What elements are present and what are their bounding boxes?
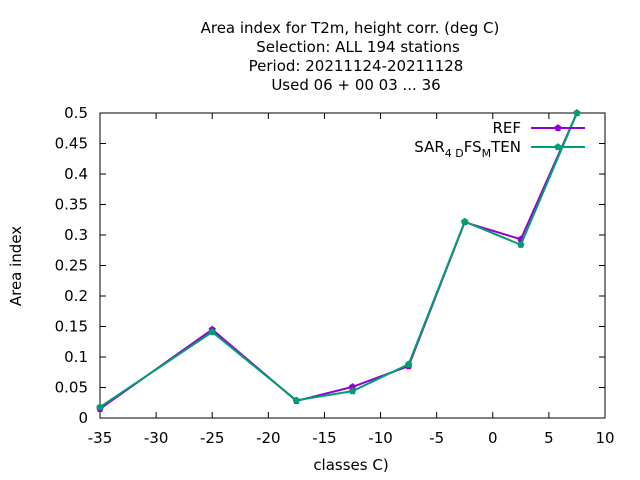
y-tick-label: 0.15 <box>55 318 88 336</box>
data-point <box>292 396 301 404</box>
x-axis-label: classes C) <box>313 456 388 474</box>
legend-marker-point <box>554 143 562 151</box>
legend-marker-sar <box>554 143 562 151</box>
x-tick-label: 5 <box>544 429 554 447</box>
data-point <box>404 360 413 368</box>
y-tick-label: 0.2 <box>64 287 88 305</box>
x-tick-label: -5 <box>429 429 444 447</box>
y-axis: 0 0.05 0.1 0.15 0.2 0.25 0.3 0.35 0.4 0.45 0.5 <box>55 104 605 427</box>
legend-label-sar: SAR4 DFSMTEN <box>414 138 521 160</box>
x-tick-label: 10 <box>595 429 614 447</box>
legend-label-ref: REF <box>492 119 521 137</box>
x-tick-label: -15 <box>312 429 337 447</box>
y-tick-label: 0.1 <box>64 348 88 366</box>
chart-title: Area index for T2m, height corr. (deg C)… <box>201 19 500 94</box>
legend-sar-part-2: FS <box>464 138 482 156</box>
x-tick-label: -35 <box>88 429 113 447</box>
legend-marker-ref <box>554 124 562 132</box>
data-point <box>517 240 525 248</box>
data-point <box>208 328 216 336</box>
x-tick-label: -20 <box>256 429 281 447</box>
y-axis-label: Area index <box>7 226 25 306</box>
series-1 <box>96 109 581 411</box>
x-tick-label: -10 <box>368 429 393 447</box>
title-line-3: Period: 20211124-20211128 <box>249 57 464 75</box>
series-line-0 <box>99 112 578 410</box>
y-tick-label: 0.5 <box>64 104 88 122</box>
series-line-1 <box>99 112 578 408</box>
y-tick-label: 0.25 <box>55 257 88 275</box>
legend-sar-part-1: SAR <box>414 138 444 156</box>
y-tick-label: 0.45 <box>55 135 88 153</box>
data-point <box>96 403 104 411</box>
legend-sar-part-3: TEN <box>490 138 521 156</box>
legend-sar-sub-1: 4 D <box>445 147 464 160</box>
y-tick-label: 0.35 <box>55 196 88 214</box>
title-line-4: Used 06 + 00 03 ... 36 <box>271 76 440 94</box>
data-point <box>348 387 357 395</box>
title-line-1: Area index for T2m, height corr. (deg C) <box>201 19 500 37</box>
x-tick-label: 0 <box>488 429 498 447</box>
title-line-2: Selection: ALL 194 stations <box>256 38 460 56</box>
y-tick-label: 0 <box>78 409 88 427</box>
legend-entry-ref: REF <box>492 119 585 137</box>
legend: REF SAR4 DFSMTEN <box>414 119 585 160</box>
y-tick-label: 0.3 <box>64 226 88 244</box>
y-tick-label: 0.05 <box>55 379 88 397</box>
x-axis: -35 -30 -25 -20 -15 -10 -5 0 5 10 <box>88 113 615 447</box>
legend-entry-sar: SAR4 DFSMTEN <box>414 138 585 160</box>
x-tick-label: -25 <box>200 429 225 447</box>
data-point <box>461 217 469 225</box>
x-tick-label: -30 <box>144 429 169 447</box>
legend-marker-point <box>554 124 562 132</box>
legend-sar-sub-2: M <box>482 147 492 160</box>
y-tick-label: 0.4 <box>64 165 88 183</box>
series-layer <box>96 109 581 412</box>
data-point <box>573 109 581 117</box>
plot-frame <box>99 112 606 419</box>
